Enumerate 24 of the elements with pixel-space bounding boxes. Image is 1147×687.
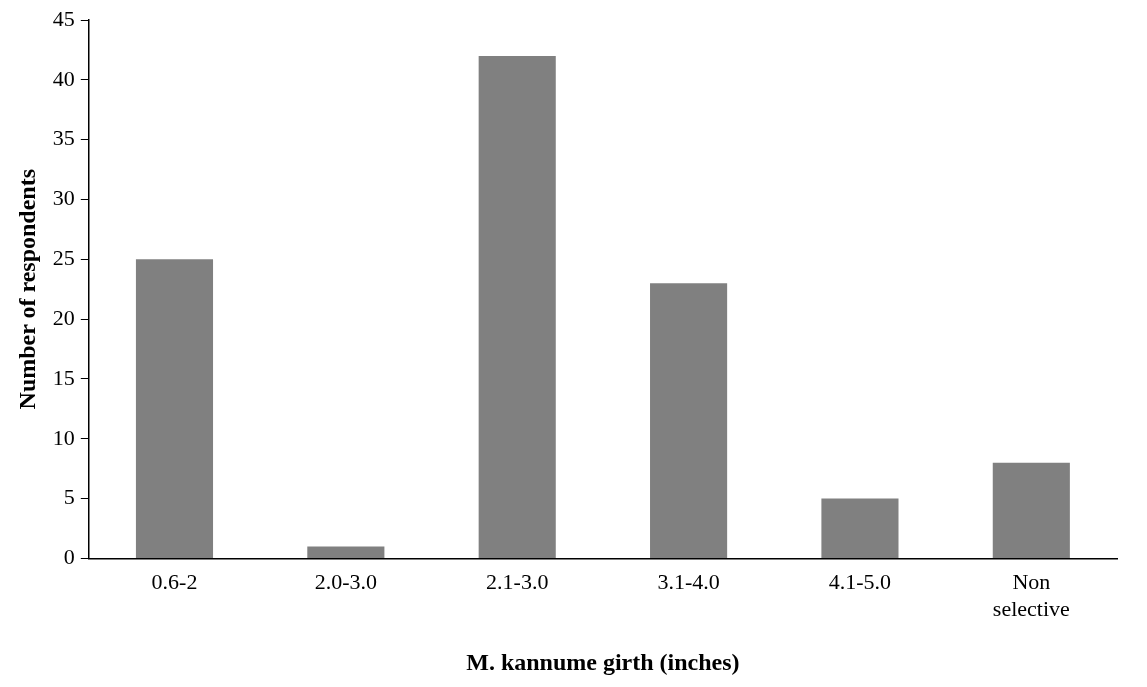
y-tick-label: 35 bbox=[52, 125, 75, 151]
y-tick-label: 25 bbox=[52, 245, 75, 271]
y-tick-label: 30 bbox=[52, 185, 75, 211]
x-tick-label: 4.1-5.0 bbox=[828, 569, 892, 595]
bar bbox=[307, 546, 385, 558]
bar bbox=[135, 259, 214, 558]
y-tick-label: 5 bbox=[63, 484, 75, 510]
y-tick-label: 15 bbox=[52, 364, 75, 390]
x-tick-label: Non selective bbox=[992, 569, 1070, 621]
x-tick-label: 2.0-3.0 bbox=[314, 569, 378, 595]
bar bbox=[992, 462, 1070, 558]
bar bbox=[650, 283, 728, 558]
x-tick-label: 0.6-2 bbox=[151, 569, 198, 595]
y-tick-label: 40 bbox=[52, 65, 75, 91]
x-tick-label: 2.1-3.0 bbox=[486, 569, 549, 595]
y-tick-label: 20 bbox=[52, 304, 75, 330]
y-tick-label: 45 bbox=[52, 5, 75, 31]
bar bbox=[478, 55, 556, 558]
y-tick-label: 10 bbox=[52, 424, 75, 450]
x-axis-title: M. kannume girth (inches) bbox=[466, 648, 740, 675]
y-axis-title: Number of respondents bbox=[13, 168, 40, 410]
bar bbox=[821, 498, 899, 558]
y-tick-label: 0 bbox=[63, 544, 75, 570]
x-tick-label: 3.1-4.0 bbox=[657, 569, 720, 595]
